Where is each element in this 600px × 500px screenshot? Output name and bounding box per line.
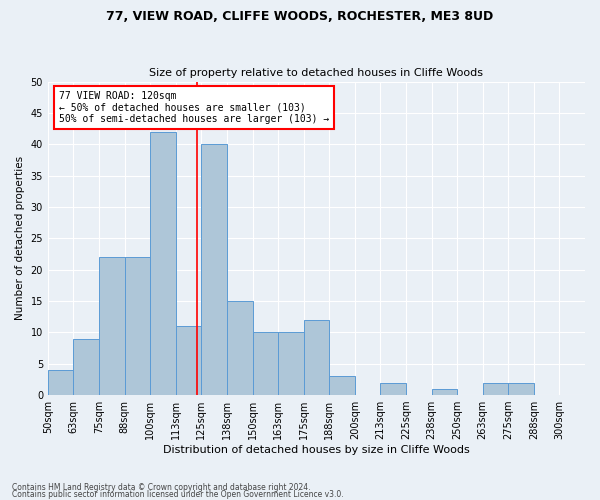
Bar bbox=[431, 389, 457, 395]
Bar bbox=[508, 382, 534, 395]
Bar bbox=[99, 257, 125, 395]
Title: Size of property relative to detached houses in Cliffe Woods: Size of property relative to detached ho… bbox=[149, 68, 484, 78]
Bar bbox=[125, 257, 150, 395]
Text: 77 VIEW ROAD: 120sqm
← 50% of detached houses are smaller (103)
50% of semi-deta: 77 VIEW ROAD: 120sqm ← 50% of detached h… bbox=[59, 91, 329, 124]
Bar bbox=[380, 382, 406, 395]
Bar bbox=[176, 326, 202, 395]
Bar bbox=[48, 370, 73, 395]
Bar bbox=[73, 338, 99, 395]
Bar bbox=[253, 332, 278, 395]
X-axis label: Distribution of detached houses by size in Cliffe Woods: Distribution of detached houses by size … bbox=[163, 445, 470, 455]
Text: Contains HM Land Registry data © Crown copyright and database right 2024.: Contains HM Land Registry data © Crown c… bbox=[12, 484, 311, 492]
Bar bbox=[329, 376, 355, 395]
Y-axis label: Number of detached properties: Number of detached properties bbox=[15, 156, 25, 320]
Bar bbox=[150, 132, 176, 395]
Bar bbox=[278, 332, 304, 395]
Bar bbox=[304, 320, 329, 395]
Bar bbox=[202, 144, 227, 395]
Bar bbox=[482, 382, 508, 395]
Text: 77, VIEW ROAD, CLIFFE WOODS, ROCHESTER, ME3 8UD: 77, VIEW ROAD, CLIFFE WOODS, ROCHESTER, … bbox=[106, 10, 494, 23]
Text: Contains public sector information licensed under the Open Government Licence v3: Contains public sector information licen… bbox=[12, 490, 344, 499]
Bar bbox=[227, 301, 253, 395]
